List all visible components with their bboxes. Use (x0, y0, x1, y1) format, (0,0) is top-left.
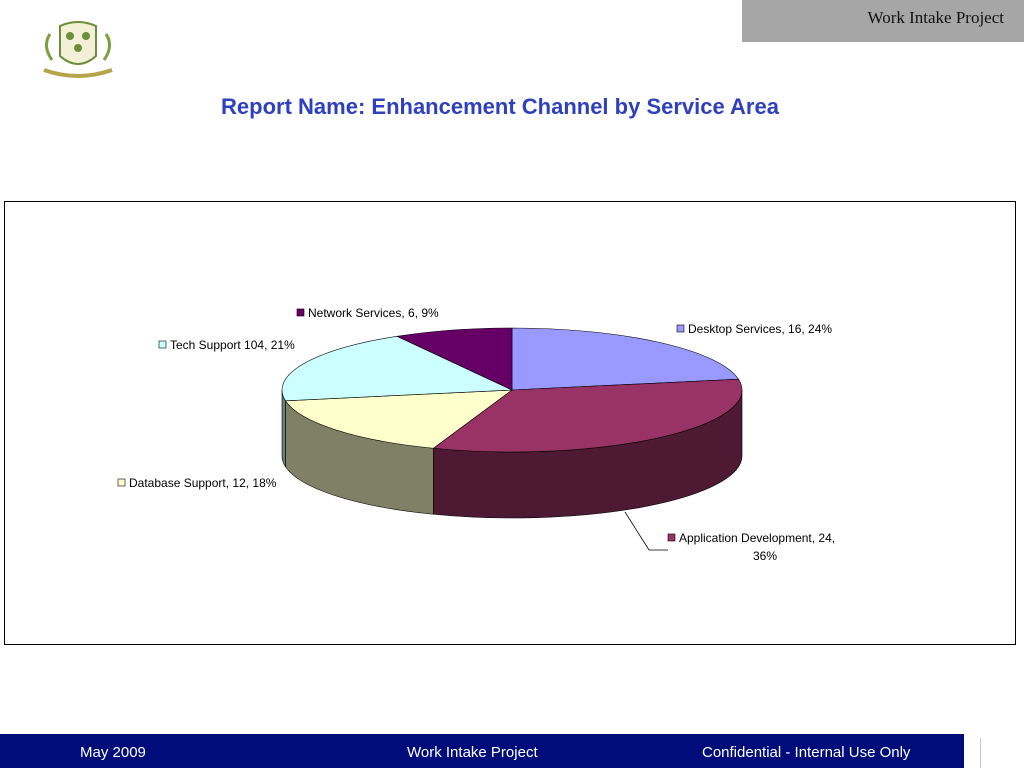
pie-slice-0 (511, 327, 740, 391)
slice-label-3: Tech Support 104, 21% (170, 338, 295, 352)
footer-accent-line (980, 738, 981, 768)
slice-label-0: Desktop Services, 16, 24% (688, 322, 832, 336)
header-tag-text: Work Intake Project (867, 8, 1004, 27)
pie-slice-3 (281, 335, 513, 402)
pie-slice-4 (395, 327, 513, 391)
footer-project: Work Intake Project (407, 744, 538, 761)
state-seal-logo (43, 21, 113, 78)
chart-frame: Desktop Services, 16, 24% Application Dev… (4, 201, 1016, 645)
footer-bar: May 2009 Work Intake Project Confidentia… (0, 734, 964, 768)
pie-side-3 (281, 389, 286, 468)
legend-swatch-4 (296, 308, 305, 317)
legend-swatch-3 (158, 340, 167, 349)
pie-chart: Desktop Services, 16, 24% Application Dev… (117, 306, 835, 563)
header-tag-box: Work Intake Project (742, 0, 1024, 42)
leader-line-1 (624, 511, 668, 551)
slice-label-4: Network Services, 6, 9% (308, 306, 439, 320)
slice-label-1-line2: 36% (753, 549, 777, 563)
slice-label-2: Database Support, 12, 18% (129, 476, 277, 490)
report-title: Report Name: Enhancement Channel by Serv… (221, 94, 779, 119)
footer-date: May 2009 (80, 744, 146, 761)
footer-confidential: Confidential - Internal Use Only (702, 744, 911, 761)
slice-label-1: Application Development, 24, (679, 531, 835, 545)
legend-swatch-0 (676, 324, 685, 333)
pie-slice-1 (432, 378, 743, 453)
legend-swatch-2 (117, 478, 126, 487)
legend-swatch-1 (667, 533, 676, 542)
pie-slice-2 (284, 389, 513, 449)
